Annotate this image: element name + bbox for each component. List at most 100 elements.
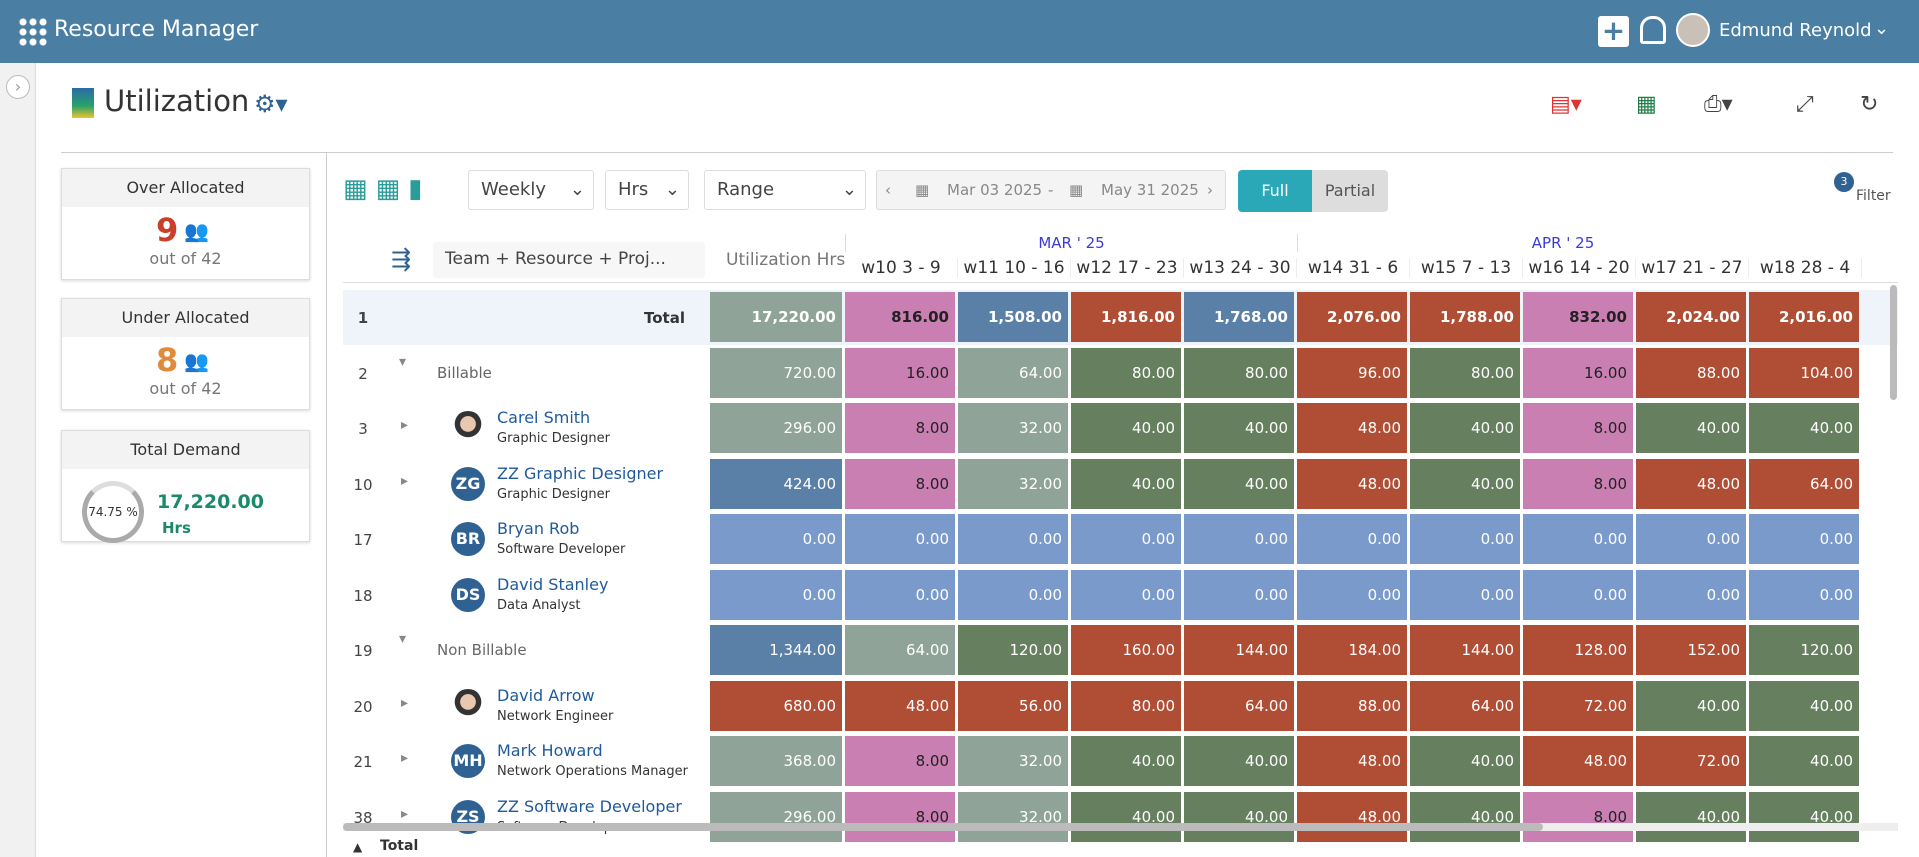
- week-cell: 160.00: [1071, 625, 1181, 675]
- apps-icon[interactable]: [18, 17, 48, 47]
- expand-caret[interactable]: ▸: [401, 417, 408, 433]
- excel-export[interactable]: ▦: [1636, 92, 1657, 117]
- week-cell: 40.00: [1071, 459, 1181, 509]
- total-cell: 17,220.00: [710, 292, 842, 342]
- row-number: 17: [353, 531, 373, 549]
- week-cell: 8.00: [845, 736, 955, 786]
- week-cell: 56.00: [958, 681, 1068, 731]
- refresh[interactable]: ↻: [1860, 92, 1878, 117]
- week-cell: 8.00: [1523, 459, 1633, 509]
- week-cell: 48.00: [1297, 736, 1407, 786]
- expand-caret[interactable]: ▸: [401, 473, 408, 489]
- end-date[interactable]: May 31 2025: [1101, 171, 1199, 209]
- collapse-caret[interactable]: ▾: [399, 631, 406, 647]
- expand-button[interactable]: ›: [6, 75, 30, 99]
- view-switch[interactable]: ▦▦▮: [343, 174, 451, 208]
- week-cell: 144.00: [1184, 625, 1294, 675]
- week-cell: 8.00: [1523, 403, 1633, 453]
- resource-name[interactable]: Carel Smith: [497, 408, 590, 427]
- week-cell: 48.00: [1297, 459, 1407, 509]
- start-date[interactable]: Mar 03 2025: [947, 171, 1042, 209]
- demand-card: Total Demand 74.75 % 17,220.00 Hrs: [61, 430, 310, 542]
- card-title: Total Demand: [62, 431, 309, 469]
- period: Weekly: [481, 179, 546, 200]
- user-name[interactable]: Edmund Reynold: [1719, 20, 1872, 41]
- week-cell: 2,016.00: [1749, 292, 1859, 342]
- resource-name[interactable]: David Arrow: [497, 686, 595, 705]
- grid-row: 17BRBryan RobSoftware Developer0.000.000…: [343, 512, 1898, 567]
- row-number: 10: [353, 476, 373, 494]
- avatar: DS: [451, 578, 485, 612]
- group-label: Non Billable: [437, 641, 527, 659]
- resource-role: Graphic Designer: [497, 487, 610, 502]
- unit-select[interactable]: Hrs ⌄: [605, 170, 689, 210]
- resource-name[interactable]: ZZ Software Developer: [497, 797, 682, 816]
- export-tools: ▤▾ ▦ ⎙▾ ⤢ ↻: [1550, 92, 1910, 120]
- resource-name[interactable]: David Stanley: [497, 575, 608, 594]
- partial-toggle[interactable]: Partial: [1312, 170, 1388, 212]
- header-line: [343, 282, 1898, 283]
- week-cell: 16.00: [845, 348, 955, 398]
- week-cell: 80.00: [1071, 348, 1181, 398]
- resource-role: Software Developer: [497, 542, 625, 557]
- count: 8: [156, 341, 178, 379]
- week-cell: 88.00: [1297, 681, 1407, 731]
- resource-name[interactable]: ZZ Graphic Designer: [497, 464, 663, 483]
- week-cell: 64.00: [958, 348, 1068, 398]
- full-toggle[interactable]: Full: [1238, 170, 1312, 212]
- week-cell: 2,076.00: [1297, 292, 1407, 342]
- period-select[interactable]: Weekly ⌄: [468, 170, 594, 210]
- prev[interactable]: ‹: [885, 171, 891, 209]
- notifications[interactable]: [1640, 16, 1666, 44]
- row-number: 2: [353, 365, 373, 383]
- resource-name[interactable]: Mark Howard: [497, 741, 603, 760]
- user-menu-caret[interactable]: ⌄: [1874, 18, 1889, 39]
- print[interactable]: ⎙▾: [1704, 92, 1733, 117]
- week-header: w12 17 - 23: [1071, 258, 1184, 278]
- settings[interactable]: ⚙▾: [254, 90, 288, 118]
- total-cell: 296.00: [710, 403, 842, 453]
- utilization-header: Utilization Hrs: [726, 250, 845, 270]
- count: 9: [156, 211, 178, 249]
- user-avatar[interactable]: [1676, 13, 1710, 47]
- avatar: ZG: [451, 467, 485, 501]
- week-cell: 128.00: [1523, 625, 1633, 675]
- range-select[interactable]: Range ⌄: [704, 170, 866, 210]
- grid-row: 2▾Billable720.0016.0064.0080.0080.0096.0…: [343, 346, 1898, 401]
- filter-button[interactable]: Filter: [1856, 188, 1891, 204]
- pdf-export[interactable]: ▤▾: [1550, 92, 1582, 117]
- next[interactable]: ›: [1207, 171, 1213, 209]
- collapse-caret[interactable]: ▾: [399, 354, 406, 370]
- week-cell: 120.00: [1749, 625, 1859, 675]
- separator: -: [1048, 171, 1053, 209]
- week-cell: 40.00: [1636, 681, 1746, 731]
- expand-caret[interactable]: ▸: [401, 750, 408, 766]
- resource-role: Network Engineer: [497, 709, 613, 724]
- week-header: w11 10 - 16: [958, 258, 1071, 278]
- grid-row: 18DSDavid StanleyData Analyst0.000.000.0…: [343, 568, 1898, 623]
- add-button[interactable]: +: [1598, 16, 1629, 47]
- group-by-select[interactable]: Team + Resource + Proj...: [433, 242, 705, 278]
- calendar-icon[interactable]: ▦: [1069, 171, 1083, 209]
- footer-caret[interactable]: ▲: [353, 840, 362, 854]
- expand-caret[interactable]: ▸: [401, 806, 408, 822]
- week-cell: 48.00: [845, 681, 955, 731]
- row-number: 20: [353, 698, 373, 716]
- week-header: w10 3 - 9: [845, 258, 958, 278]
- range: Range: [717, 179, 774, 200]
- summary-card: Over Allocated9👥out of 42: [61, 168, 310, 280]
- calendar-icon[interactable]: ▦: [915, 171, 929, 209]
- expand-caret[interactable]: ▸: [401, 695, 408, 711]
- week-cell: 1,788.00: [1410, 292, 1520, 342]
- unit: Hrs: [618, 179, 648, 200]
- week-cell: 120.00: [958, 625, 1068, 675]
- column-toggle[interactable]: ⇶: [391, 245, 411, 273]
- vertical-scroll-thumb[interactable]: [1890, 285, 1897, 400]
- week-cell: 0.00: [1184, 514, 1294, 564]
- scroll-thumb[interactable]: [343, 823, 1543, 831]
- grid-row: 10 ▸ ZG ZZ Graphic Designer Graphic Designer…: [343, 457, 1898, 512]
- total-cell: 0.00: [710, 514, 842, 564]
- total-cell: 720.00: [710, 348, 842, 398]
- resource-name[interactable]: Bryan Rob: [497, 519, 579, 538]
- fullscreen[interactable]: ⤢: [1796, 92, 1814, 117]
